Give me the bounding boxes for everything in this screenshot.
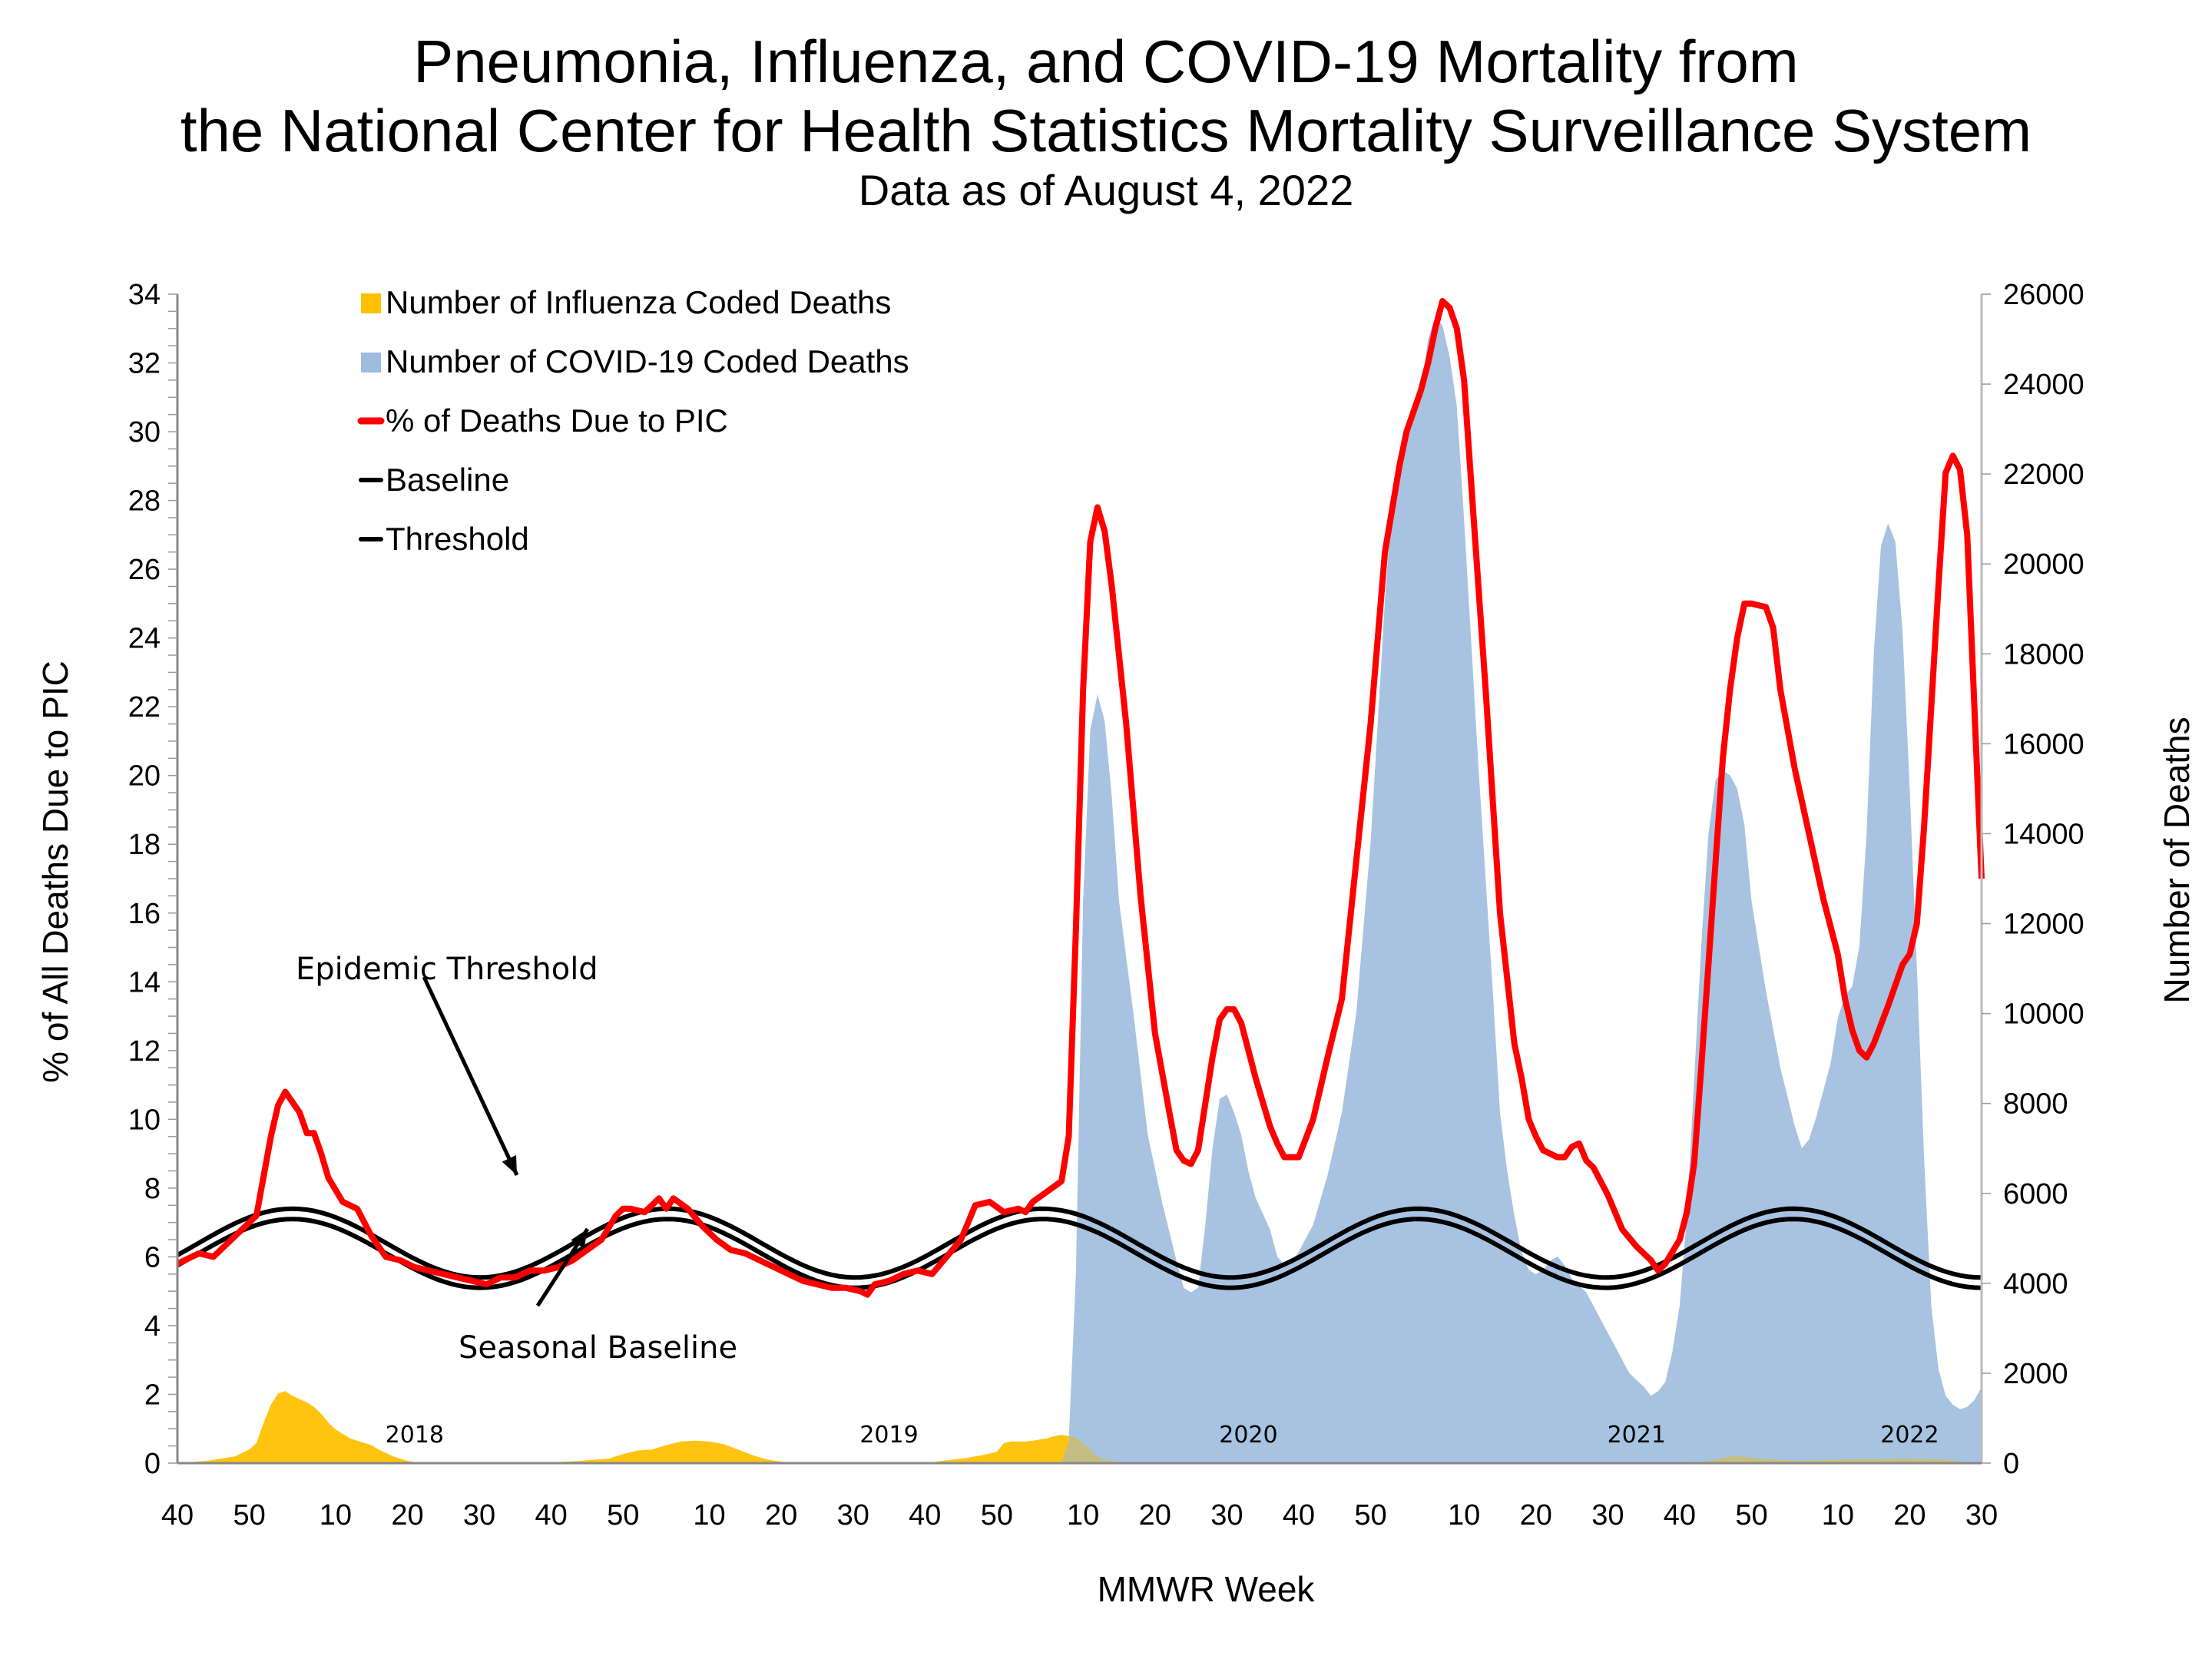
legend-label-3: Baseline (386, 462, 509, 498)
x-tick-label: 10 (1448, 1499, 1480, 1532)
y-left-tick-label: 4 (144, 1310, 161, 1343)
x-tick-label: 30 (1210, 1499, 1243, 1532)
x-tick-label: 20 (1520, 1499, 1552, 1532)
y-left-tick-label: 16 (128, 898, 161, 930)
influenza-deaths-overlay-area (177, 1391, 1982, 1463)
chart-title-line-2: the National Center for Health Statistic… (180, 97, 2032, 164)
year-label-2018: 2018 (386, 1422, 444, 1449)
y-left-tick-label: 34 (128, 279, 161, 311)
y-left-tick-label: 10 (128, 1104, 161, 1136)
annotation-layer: Epidemic Threshold Seasonal Baseline (296, 952, 737, 1366)
y-right-tick-label: 8000 (2003, 1088, 2068, 1121)
y-right-tick-label: 18000 (2003, 638, 2085, 671)
y-left-tick-label: 18 (128, 829, 161, 861)
annotation-epidemic-threshold: Epidemic Threshold (296, 952, 598, 987)
x-tick-label: 50 (233, 1499, 265, 1532)
legend-swatch-0 (361, 293, 381, 313)
baseline-line (176, 1217, 1982, 1290)
y-right-tick-label: 4000 (2003, 1268, 2068, 1300)
chart-title-line-1: Pneumonia, Influenza, and COVID-19 Morta… (413, 28, 1799, 95)
y-right-tick-label: 14000 (2003, 818, 2085, 850)
y-right-tick-label: 16000 (2003, 728, 2085, 760)
legend-label-4: Threshold (386, 521, 529, 557)
y-right-tick-label: 20000 (2003, 548, 2085, 581)
legend-label-1: Number of COVID-19 Coded Deaths (386, 343, 909, 379)
pic-percent-line (176, 298, 1985, 1298)
x-tick-label: 40 (535, 1499, 568, 1532)
y-left-tick-label: 6 (144, 1241, 161, 1273)
x-tick-label: 50 (607, 1499, 639, 1532)
area-layer (177, 316, 1982, 1463)
x-tick-label: 20 (1139, 1499, 1171, 1532)
covid-deaths-area (1061, 316, 1982, 1463)
y-axis-right-label: Number of Deaths (2157, 717, 2197, 1003)
y-left-tick-label: 20 (128, 760, 161, 793)
year-label-2022: 2022 (1880, 1422, 1939, 1449)
year-label-2020: 2020 (1219, 1422, 1277, 1449)
y-right-tick-label: 6000 (2003, 1178, 2068, 1210)
threshold-arrow-head (502, 1155, 517, 1175)
y-left-tick-label: 30 (128, 416, 161, 449)
y-left-tick-label: 8 (144, 1173, 161, 1205)
x-tick-label: 50 (981, 1499, 1013, 1532)
x-tick-label: 30 (1591, 1499, 1624, 1532)
y-left-tick-label: 12 (128, 1035, 161, 1068)
year-label-2019: 2019 (859, 1422, 918, 1449)
x-tick-label: 20 (391, 1499, 423, 1532)
axes-layer (168, 293, 1991, 1465)
legend: Number of Influenza Coded Deaths Number o… (357, 284, 909, 557)
y-left-tick-label: 0 (144, 1448, 161, 1480)
x-tick-label: 10 (320, 1499, 352, 1532)
y-left-tick-label: 26 (128, 554, 161, 586)
y-left-tick-label: 32 (128, 348, 161, 380)
x-tick-label: 40 (161, 1499, 194, 1532)
year-label-2021: 2021 (1608, 1422, 1666, 1449)
x-tick-label: 20 (765, 1499, 797, 1532)
x-tick-label: 10 (1822, 1499, 1854, 1532)
legend-swatch-1 (361, 353, 381, 373)
threshold-arrow (422, 975, 519, 1177)
x-tick-label: 50 (1735, 1499, 1767, 1532)
y-axis-left-label: % of All Deaths Due to PIC (35, 661, 75, 1083)
y-left-tick-label: 2 (144, 1379, 161, 1411)
tick-layer: 2018 2019 2020 2021 202202468101214161820222… (128, 279, 2085, 1532)
x-tick-label: 40 (909, 1499, 941, 1532)
y-right-tick-label: 22000 (2003, 459, 2085, 491)
baseline-arrow-head (571, 1229, 588, 1249)
x-tick-label: 40 (1283, 1499, 1315, 1532)
y-left-tick-label: 28 (128, 485, 161, 518)
legend-label-0: Number of Influenza Coded Deaths (386, 284, 891, 320)
x-tick-label: 30 (837, 1499, 869, 1532)
y-left-tick-label: 24 (128, 623, 161, 655)
y-right-tick-label: 24000 (2003, 369, 2085, 401)
y-left-tick-label: 22 (128, 691, 161, 724)
y-right-tick-label: 2000 (2003, 1358, 2068, 1390)
x-tick-label: 40 (1664, 1499, 1696, 1532)
x-tick-label: 20 (1893, 1499, 1926, 1532)
y-left-tick-label: 14 (128, 966, 161, 998)
x-tick-label: 30 (1965, 1499, 1998, 1532)
line-layer (176, 298, 1985, 1298)
x-axis-label: MMWR Week (1098, 1569, 1316, 1609)
x-tick-label: 30 (463, 1499, 495, 1532)
x-tick-label: 10 (693, 1499, 725, 1532)
legend-label-2: % of Deaths Due to PIC (386, 402, 728, 439)
annotation-seasonal-baseline: Seasonal Baseline (459, 1330, 737, 1366)
y-right-tick-label: 10000 (2003, 998, 2085, 1031)
x-tick-label: 10 (1067, 1499, 1099, 1532)
threshold-line (176, 1206, 1982, 1280)
y-right-tick-label: 26000 (2003, 279, 2085, 311)
chart-subtitle: Data as of August 4, 2022 (858, 166, 1354, 214)
y-right-tick-label: 12000 (2003, 909, 2085, 941)
y-right-tick-label: 0 (2003, 1448, 2019, 1480)
x-tick-label: 50 (1354, 1499, 1386, 1532)
